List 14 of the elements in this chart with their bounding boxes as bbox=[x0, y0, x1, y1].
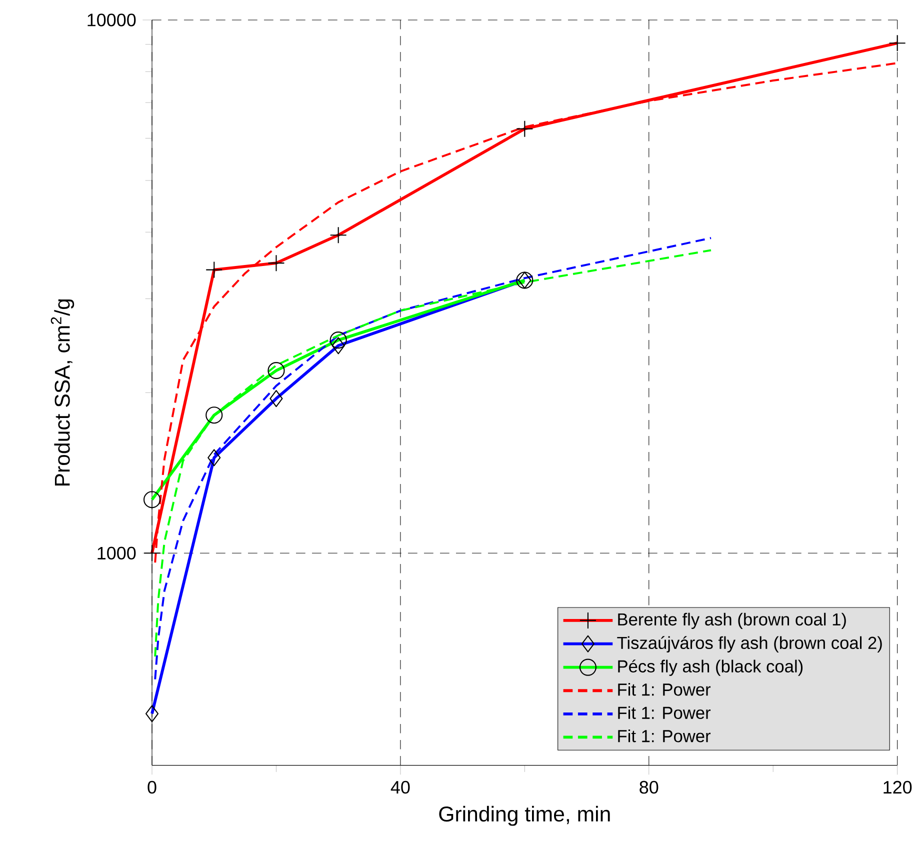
legend-label: Pécs fly ash (black coal) bbox=[618, 659, 803, 676]
x-tick-label: 40 bbox=[390, 780, 410, 794]
x-tick-label: 0 bbox=[148, 780, 156, 794]
x-tick-label: 120 bbox=[884, 780, 912, 794]
legend-label: Berente fly ash (brown coal 1) bbox=[618, 612, 846, 629]
legend-label: Tiszaújváros fly ash (brown coal 2) bbox=[617, 636, 882, 652]
y-tick-label: 1000 bbox=[98, 546, 136, 560]
legend-label: Fit 1: Power bbox=[618, 706, 711, 719]
legend-label: Fit 1: Power bbox=[618, 729, 711, 742]
x-axis-title: Grinding time, min bbox=[439, 806, 610, 826]
x-tick-label: 80 bbox=[640, 780, 658, 794]
legend-label: Fit 1: Power bbox=[618, 682, 711, 696]
y-tick-label: 10000 bbox=[88, 13, 136, 26]
y-axis-title: Product SSA, cm$^{2}$/g bbox=[50, 299, 74, 486]
